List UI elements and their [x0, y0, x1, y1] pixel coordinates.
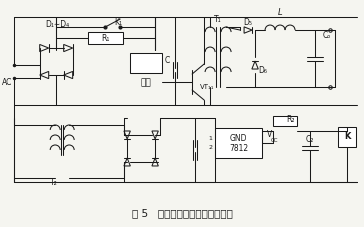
Text: T₁: T₁ — [214, 15, 222, 24]
Bar — [130, 53, 162, 73]
Text: T₂: T₂ — [50, 178, 58, 188]
Text: 图 5   由继电器与电阵构成的电路: 图 5 由继电器与电阵构成的电路 — [132, 208, 233, 218]
Text: R₂: R₂ — [286, 116, 294, 124]
Text: 驱动: 驱动 — [141, 79, 151, 88]
Text: D₆: D₆ — [258, 66, 267, 74]
Bar — [273, 116, 297, 126]
Text: D₅: D₅ — [244, 17, 253, 27]
Bar — [215, 128, 262, 158]
Text: AC: AC — [2, 77, 12, 86]
Text: VT₁₁: VT₁₁ — [200, 84, 215, 90]
Text: K: K — [344, 133, 350, 141]
Text: Cₒ: Cₒ — [323, 31, 331, 39]
Text: CC: CC — [270, 138, 278, 143]
Text: K₁: K₁ — [114, 17, 122, 27]
Text: R₁: R₁ — [102, 34, 110, 42]
Text: V: V — [268, 131, 273, 139]
Text: 2: 2 — [208, 145, 212, 150]
Text: L: L — [278, 7, 282, 17]
Text: C₂: C₂ — [306, 136, 314, 144]
Text: 7812: 7812 — [229, 144, 248, 153]
Bar — [88, 32, 123, 44]
Text: C: C — [165, 56, 170, 64]
Text: D₁∼D₄: D₁∼D₄ — [45, 20, 69, 29]
Text: GND: GND — [230, 134, 247, 143]
Text: 1: 1 — [208, 136, 212, 141]
Bar — [338, 127, 356, 147]
